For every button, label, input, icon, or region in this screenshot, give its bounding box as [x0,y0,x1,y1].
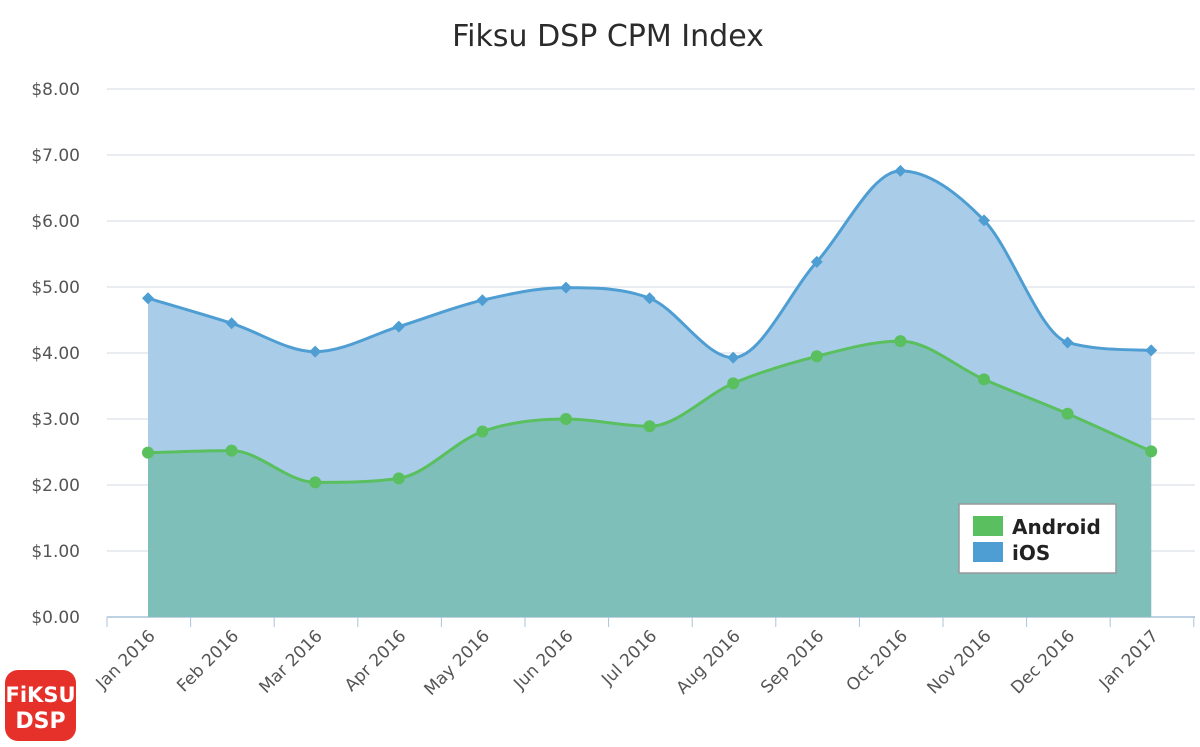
legend-swatch-ios [973,542,1003,562]
logo-background [5,670,76,741]
chart-title: Fiksu DSP CPM Index [452,19,764,54]
x-tick-label: May 2016 [421,626,494,699]
point-ios [1061,336,1074,349]
y-tick-label: $4.00 [31,344,80,364]
point-android [643,420,656,433]
point-android [978,373,990,386]
x-tick-label: Mar 2016 [255,626,326,697]
y-tick-label: $0.00 [31,608,80,628]
x-tick-label: Apr 2016 [341,626,410,695]
x-tick-label: Sep 2016 [757,626,828,697]
point-android [309,476,322,489]
legend-swatch-android [973,516,1003,536]
y-tick-label: $3.00 [31,410,80,430]
x-tick-label: Jun 2016 [509,626,577,694]
x-tick-label: Dec 2016 [1007,626,1079,698]
legend-label-android: Android [1012,515,1101,539]
point-android [1145,445,1158,458]
fiksu-dsp-logo: FiKSU DSP [5,670,76,741]
point-ios [1145,344,1158,357]
point-ios [476,294,489,307]
x-axis-ticks: Jan 2016 Feb 2016 Mar 2016 Apr 2016 May 2016… [92,617,1195,700]
x-tick-label: Nov 2016 [924,626,996,698]
y-tick-label: $5.00 [31,278,80,298]
point-android [476,425,489,438]
legend: Android iOS [958,503,1117,574]
x-tick-label: Jul 2016 [597,626,661,690]
y-axis-ticks: $0.00 $1.00 $2.00 $3.00 $4.00 $5.00 $6.00 $7.00… [31,80,80,628]
y-tick-label: $8.00 [31,80,80,100]
y-tick-label: $1.00 [31,542,80,562]
point-android [1061,407,1074,420]
point-ios [309,345,322,358]
point-ios [643,292,656,305]
areas [148,170,1152,617]
y-tick-label: $7.00 [31,146,80,166]
x-tick-label: Oct 2016 [843,626,912,695]
point-ios [225,317,238,330]
y-tick-label: $2.00 [31,476,80,496]
area-android [148,341,1152,617]
logo-text-fiksu: FiKSU [6,683,76,707]
point-android [727,377,740,390]
point-android [392,472,405,485]
point-ios [727,351,740,364]
point-ios [978,214,990,227]
logo-text-dsp: DSP [15,709,65,734]
point-android [560,413,572,425]
y-tick-label: $6.00 [31,212,80,232]
point-android [142,446,154,459]
x-tick-label: Jan 2016 [92,626,160,694]
point-android [894,335,907,348]
markers [142,164,1158,489]
legend-label-ios: iOS [1012,541,1050,565]
point-ios [810,255,823,268]
point-ios [560,281,572,294]
x-tick-label: Feb 2016 [173,626,243,696]
point-android [225,444,238,457]
x-tick-label: Aug 2016 [673,626,745,698]
point-ios [142,292,154,305]
point-ios [894,164,907,177]
point-ios [392,320,405,333]
x-tick-label: Jan 2017 [1095,626,1163,694]
point-android [810,350,823,363]
